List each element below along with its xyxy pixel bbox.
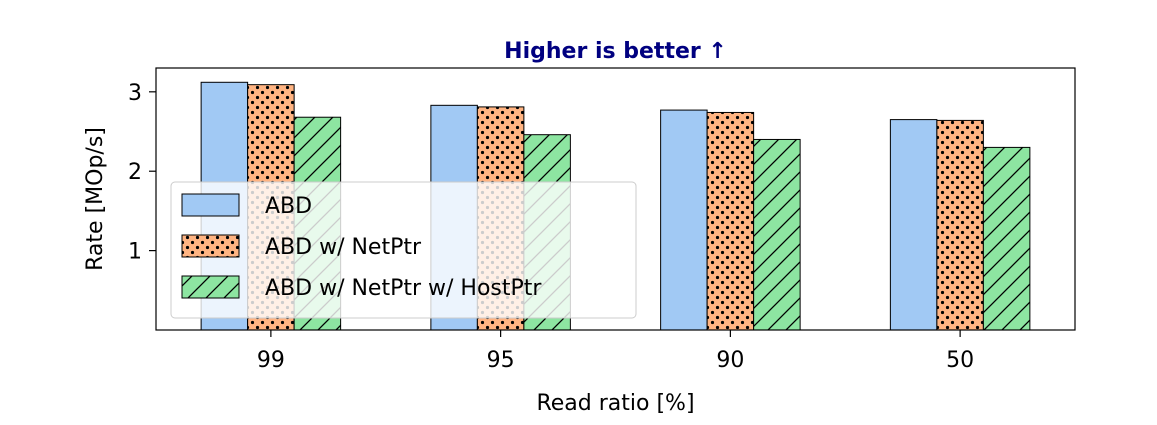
x-tick-label: 90 bbox=[716, 348, 744, 373]
legend-box bbox=[170, 181, 637, 319]
legend-label-abd-w-netptr-w-hostptr: ABD w/ NetPtr w/ HostPtr bbox=[265, 276, 542, 301]
legend: ABD ABD w/ NetPtr ABD w/ NetPtr w/ HostPtr bbox=[170, 181, 637, 319]
y-axis: 1 2 3 bbox=[128, 81, 156, 265]
bar-hatch-abd-w-netptr-50 bbox=[936, 120, 984, 331]
x-tick-label: 99 bbox=[257, 348, 285, 373]
y-tick-label: 2 bbox=[128, 160, 142, 185]
plot-frame bbox=[155, 67, 1076, 331]
y-tick-label: 3 bbox=[128, 81, 142, 106]
y-tick-label: 1 bbox=[128, 240, 142, 265]
x-axis-label: Read ratio [%] bbox=[536, 391, 694, 416]
x-tick-label: 95 bbox=[487, 348, 515, 373]
legend-label-abd-w-netptr: ABD w/ NetPtr bbox=[265, 235, 422, 260]
x-tick-label: 50 bbox=[946, 348, 974, 373]
bar-abd-50 bbox=[890, 119, 937, 330]
legend-swatch-hatch-abd-w-netptr-w-hostptr bbox=[182, 276, 239, 298]
chart-title: Higher is better ↑ bbox=[504, 39, 727, 64]
legend-swatch-outline bbox=[181, 193, 240, 217]
bar-hatch-abd-w-netptr-w-hostptr-50 bbox=[983, 147, 1030, 330]
legend-swatch-hatch-abd-w-netptr bbox=[182, 235, 239, 257]
x-axis: 99 95 90 50 bbox=[257, 330, 974, 373]
legend-swatch-abd bbox=[182, 194, 239, 216]
bar-hatch-abd-w-netptr-w-hostptr-90 bbox=[753, 139, 801, 330]
bar-hatch-abd-w-netptr-90 bbox=[707, 112, 754, 331]
bar-abd-90 bbox=[660, 110, 708, 330]
legend-swatch-outline bbox=[181, 234, 240, 258]
legend-label-abd: ABD bbox=[265, 194, 312, 219]
y-axis-label: Rate [MOp/s] bbox=[83, 127, 108, 271]
legend-swatch-outline bbox=[181, 275, 240, 299]
